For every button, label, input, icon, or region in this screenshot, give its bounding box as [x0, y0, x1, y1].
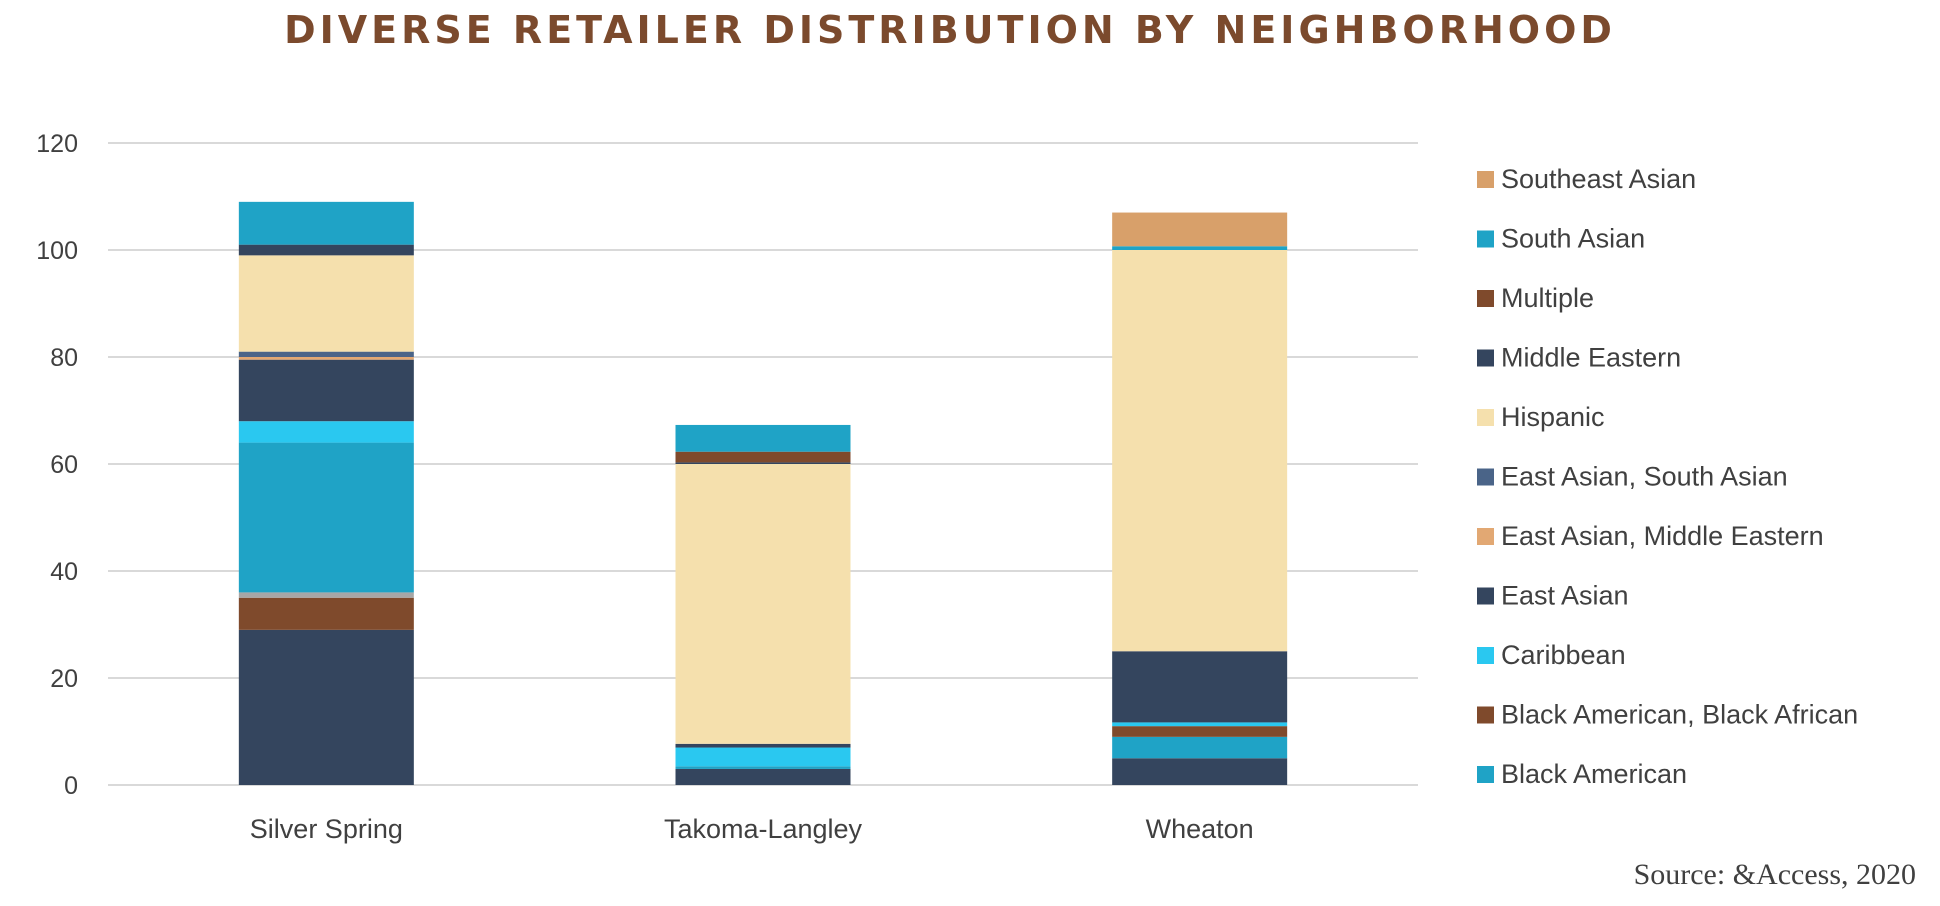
legend-swatch [1477, 587, 1494, 605]
legend-label: Middle Eastern [1501, 343, 1681, 373]
legend-label: Hispanic [1501, 402, 1605, 432]
y-tick-label: 40 [50, 558, 78, 586]
bar-segment [238, 255, 414, 352]
legend-label: Southeast Asian [1501, 164, 1696, 194]
bar-segment [238, 244, 414, 256]
bar-segment [238, 592, 414, 598]
bar-segment [238, 421, 414, 443]
legend-label: Black American [1501, 759, 1687, 789]
bar-segment [1112, 246, 1288, 250]
bar-segment [238, 201, 414, 245]
y-tick-label: 120 [36, 130, 78, 158]
x-tick-label: Wheaton [1146, 814, 1254, 844]
legend-swatch [1477, 230, 1494, 248]
bar-segment [675, 451, 851, 463]
bar-segment [1112, 726, 1288, 737]
y-tick-label: 0 [64, 772, 78, 800]
bar-segment [238, 359, 414, 422]
legend-swatch [1477, 349, 1494, 367]
bar-segment [1112, 722, 1288, 727]
y-tick-label: 20 [50, 665, 78, 693]
legend-swatch [1477, 468, 1494, 486]
bar-segment [1112, 212, 1288, 247]
legend-label: Multiple [1501, 283, 1594, 313]
bar-segment [1112, 736, 1288, 759]
bar-segment [1112, 651, 1288, 723]
legend-label: East Asian [1501, 581, 1629, 611]
x-tick-label: Takoma-Langley [664, 814, 863, 844]
legend-swatch [1477, 647, 1494, 664]
chart-title: DIVERSE RETAILER DISTRIBUTION BY NEIGHBO… [284, 8, 1616, 52]
bar-segment [675, 766, 851, 769]
legend-label: South Asian [1501, 224, 1645, 254]
bar-segment [238, 351, 414, 357]
legend-swatch [1477, 171, 1494, 188]
bar-segment [675, 768, 851, 785]
bar-segment [675, 743, 851, 748]
legend-label: East Asian, Middle Eastern [1501, 521, 1824, 551]
bar-segment [238, 629, 414, 785]
legend-swatch [1477, 290, 1494, 307]
legend-swatch [1477, 766, 1494, 783]
y-tick-label: 100 [36, 237, 78, 265]
bar-segment [238, 442, 414, 593]
bar-segment [238, 597, 414, 630]
legend-label: Black American, Black African [1501, 700, 1858, 730]
y-tick-label: 60 [50, 451, 78, 479]
bar-segment [675, 424, 851, 452]
bar-segment [238, 357, 414, 360]
legend-swatch [1477, 409, 1494, 426]
bar-segment [675, 464, 851, 744]
y-tick-label: 80 [50, 344, 78, 372]
bar-segment [1112, 250, 1288, 652]
legend-label: Caribbean [1501, 640, 1626, 670]
x-tick-label: Silver Spring [250, 814, 403, 844]
bar-segment [1112, 758, 1288, 785]
bar-segment [675, 462, 851, 464]
bar-segment [675, 747, 851, 767]
legend-swatch [1477, 528, 1494, 545]
legend-label: East Asian, South Asian [1501, 462, 1788, 492]
source-note: Source: &Access, 2020 [1633, 858, 1916, 891]
legend-swatch [1477, 706, 1494, 724]
